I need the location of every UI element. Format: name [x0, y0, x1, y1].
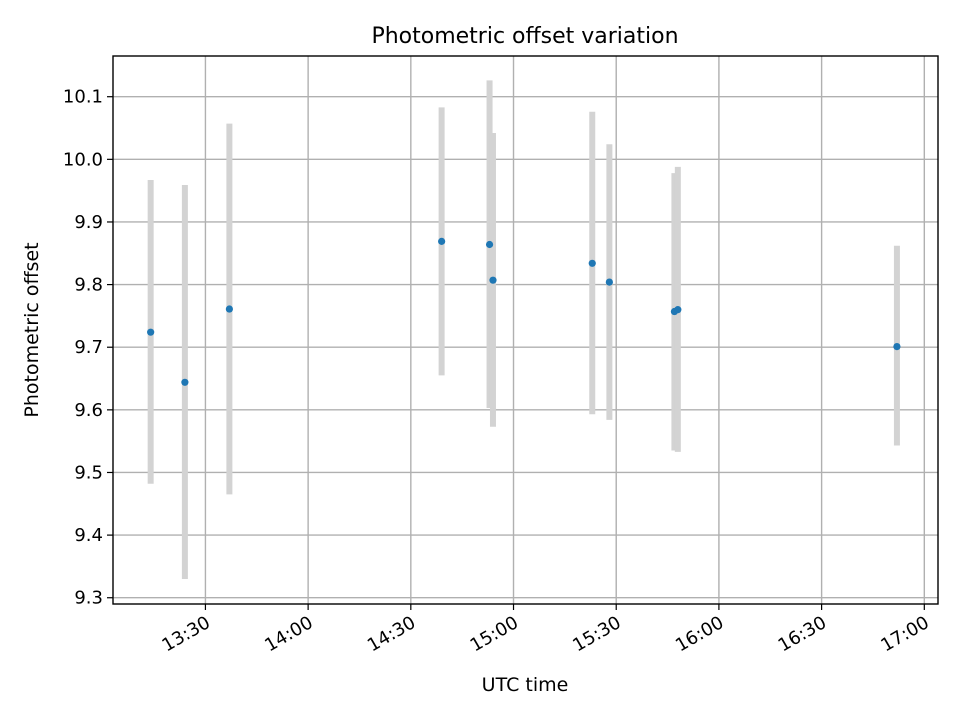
chart-title: Photometric offset variation: [371, 24, 678, 49]
data-point: [605, 278, 613, 286]
x-tick-label: 16:00: [672, 612, 727, 656]
data-point: [225, 305, 233, 313]
y-tick-label: 9.3: [74, 588, 103, 609]
x-tick-label: 17:00: [877, 612, 932, 656]
y-tick-label: 9.6: [74, 400, 103, 421]
y-tick-label: 9.4: [74, 525, 103, 546]
x-tick-label: 16:30: [775, 612, 830, 656]
plot-frame: [112, 55, 939, 605]
x-axis-label: UTC time: [482, 674, 569, 696]
data-point: [893, 342, 901, 351]
data-point: [588, 259, 596, 267]
x-tick-label: 15:00: [467, 612, 522, 656]
y-tick-label: 9.9: [74, 212, 103, 233]
y-axis-label: Photometric offset: [21, 242, 43, 417]
x-axis-ticks: 13:30 14:00 14:30 15:00 15:30 16:00 16:30 17:00: [159, 604, 933, 656]
data-point: [489, 276, 497, 284]
data-point: [674, 306, 682, 314]
y-axis-ticks: 9.3 9.4 9.5 9.6 9.7 9.8 9.9 10.0 10.1: [63, 87, 113, 609]
data-point: [438, 237, 446, 245]
x-tick-label: 14:30: [364, 612, 419, 656]
y-tick-label: 9.8: [74, 275, 103, 296]
error-bars: [147, 80, 900, 579]
data-point: [147, 328, 155, 336]
data-point: [485, 240, 494, 249]
x-tick-label: 14:00: [261, 612, 316, 656]
y-tick-label: 9.7: [74, 337, 103, 358]
y-tick-label: 9.5: [74, 462, 103, 483]
data-points: [147, 237, 901, 386]
x-tick-label: 13:30: [159, 612, 214, 656]
y-tick-label: 10.1: [63, 87, 103, 108]
data-point: [181, 378, 189, 386]
y-tick-label: 10.0: [63, 149, 103, 170]
x-tick-label: 15:30: [569, 612, 624, 656]
grid-lines: [113, 56, 938, 604]
